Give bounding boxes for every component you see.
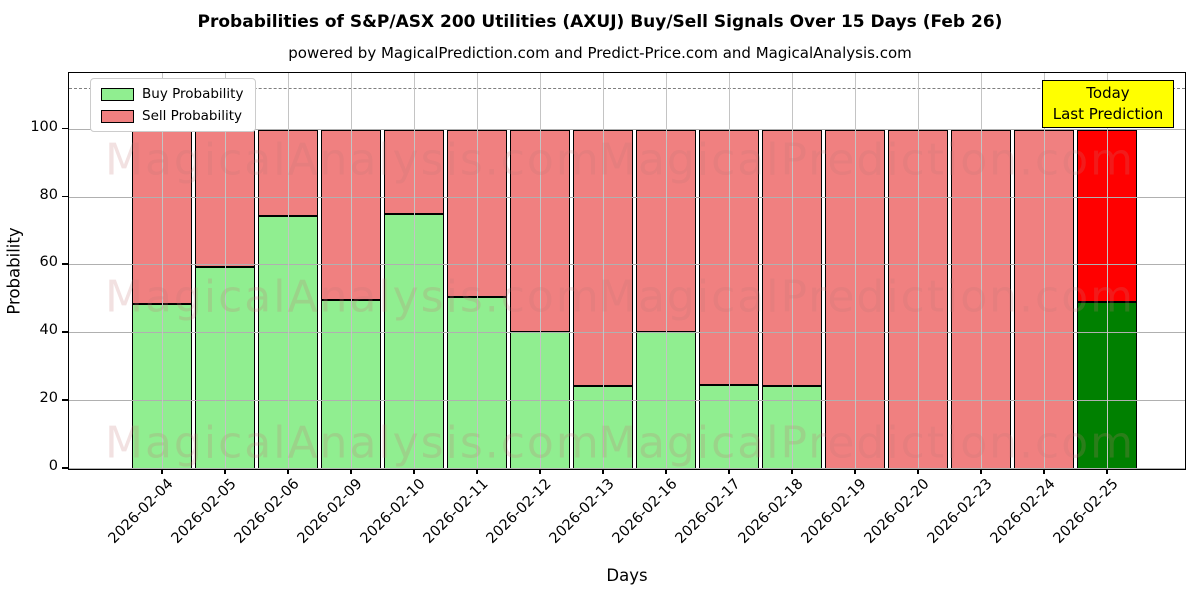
x-gridline bbox=[855, 73, 856, 468]
x-gridline bbox=[225, 73, 226, 468]
x-tick-mark bbox=[917, 468, 919, 474]
x-gridline bbox=[729, 73, 730, 468]
y-tick-label: 80 bbox=[39, 186, 58, 203]
x-tick-label: 2026-02-17 bbox=[672, 476, 744, 547]
y-tick-label: 0 bbox=[48, 458, 58, 474]
legend: Buy Probability Sell Probability bbox=[90, 78, 257, 132]
x-tick-label: 2026-02-09 bbox=[294, 476, 366, 547]
x-gridline bbox=[1044, 73, 1045, 468]
x-tick-label: 2026-02-16 bbox=[609, 476, 681, 547]
y-tick-label: 20 bbox=[39, 390, 58, 407]
x-tick-label: 2026-02-24 bbox=[987, 476, 1059, 547]
x-gridline bbox=[540, 73, 541, 468]
legend-label: Buy Probability bbox=[142, 86, 244, 102]
x-gridline bbox=[477, 73, 478, 468]
x-tick-mark bbox=[476, 468, 478, 474]
y-tick-label: 100 bbox=[30, 118, 58, 135]
chart-title: Probabilities of S&P/ASX 200 Utilities (… bbox=[197, 12, 1003, 32]
y-gridline bbox=[69, 400, 1185, 402]
x-tick-mark bbox=[1043, 468, 1045, 474]
legend-item: Sell Probability bbox=[101, 108, 243, 124]
y-axis-label: Probability bbox=[4, 227, 24, 315]
legend-swatch bbox=[101, 109, 134, 123]
x-tick-label: 2026-02-05 bbox=[168, 476, 240, 547]
x-tick-mark bbox=[224, 468, 226, 474]
y-tick-mark bbox=[62, 263, 68, 265]
today-annotation: Today Last Prediction bbox=[1042, 80, 1174, 128]
dashed-guide-line bbox=[69, 87, 1185, 89]
x-tick-label: 2026-02-25 bbox=[1050, 476, 1122, 547]
y-tick-label: 60 bbox=[39, 254, 58, 271]
x-gridline bbox=[603, 73, 604, 468]
annotation-line1: Today bbox=[1086, 84, 1130, 102]
x-tick-label: 2026-02-10 bbox=[357, 476, 429, 547]
x-tick-label: 2026-02-13 bbox=[546, 476, 618, 547]
x-gridline bbox=[666, 73, 667, 468]
y-tick-label: 40 bbox=[39, 322, 58, 339]
x-gridline bbox=[981, 73, 982, 468]
legend-label: Sell Probability bbox=[142, 108, 243, 124]
x-tick-mark bbox=[1106, 468, 1108, 474]
x-tick-mark bbox=[602, 468, 604, 474]
y-gridline bbox=[69, 468, 1185, 469]
x-tick-label: 2026-02-23 bbox=[924, 476, 996, 547]
x-tick-mark bbox=[791, 468, 793, 474]
y-tick-mark bbox=[62, 127, 68, 130]
x-gridline bbox=[792, 73, 793, 468]
x-gridline bbox=[1107, 73, 1108, 468]
chart-subtitle: powered by MagicalPrediction.com and Pre… bbox=[288, 44, 912, 62]
y-tick-mark bbox=[62, 399, 68, 401]
x-axis-label: Days bbox=[606, 566, 648, 585]
y-tick-mark bbox=[62, 331, 68, 333]
x-tick-label: 2026-02-12 bbox=[483, 476, 555, 547]
y-gridline bbox=[69, 128, 1185, 130]
x-gridline bbox=[351, 73, 352, 468]
x-gridline bbox=[414, 73, 415, 468]
legend-swatch bbox=[101, 87, 134, 101]
annotation-line2: Last Prediction bbox=[1052, 105, 1164, 123]
x-tick-label: 2026-02-19 bbox=[798, 476, 870, 547]
y-gridline bbox=[69, 332, 1185, 334]
x-tick-mark bbox=[980, 468, 982, 474]
x-tick-label: 2026-02-18 bbox=[735, 476, 807, 547]
x-tick-label: 2026-02-06 bbox=[231, 476, 303, 547]
x-tick-mark bbox=[350, 468, 352, 474]
plot-area bbox=[68, 72, 1186, 470]
x-gridline bbox=[162, 73, 163, 468]
x-tick-mark bbox=[854, 468, 856, 474]
x-gridline bbox=[918, 73, 919, 468]
y-gridline bbox=[69, 196, 1185, 198]
x-tick-mark bbox=[413, 468, 415, 474]
x-gridline bbox=[288, 73, 289, 468]
y-tick-mark bbox=[62, 195, 68, 198]
x-tick-mark bbox=[161, 468, 163, 474]
x-tick-label: 2026-02-11 bbox=[420, 476, 492, 547]
x-tick-mark bbox=[665, 468, 667, 474]
legend-item: Buy Probability bbox=[101, 86, 243, 102]
x-tick-mark bbox=[539, 468, 541, 474]
x-tick-mark bbox=[728, 468, 730, 474]
x-tick-mark bbox=[287, 468, 289, 474]
x-tick-label: 2026-02-20 bbox=[861, 476, 933, 547]
y-gridline bbox=[69, 264, 1185, 266]
x-tick-label: 2026-02-04 bbox=[105, 476, 177, 547]
y-tick-mark bbox=[62, 467, 68, 469]
